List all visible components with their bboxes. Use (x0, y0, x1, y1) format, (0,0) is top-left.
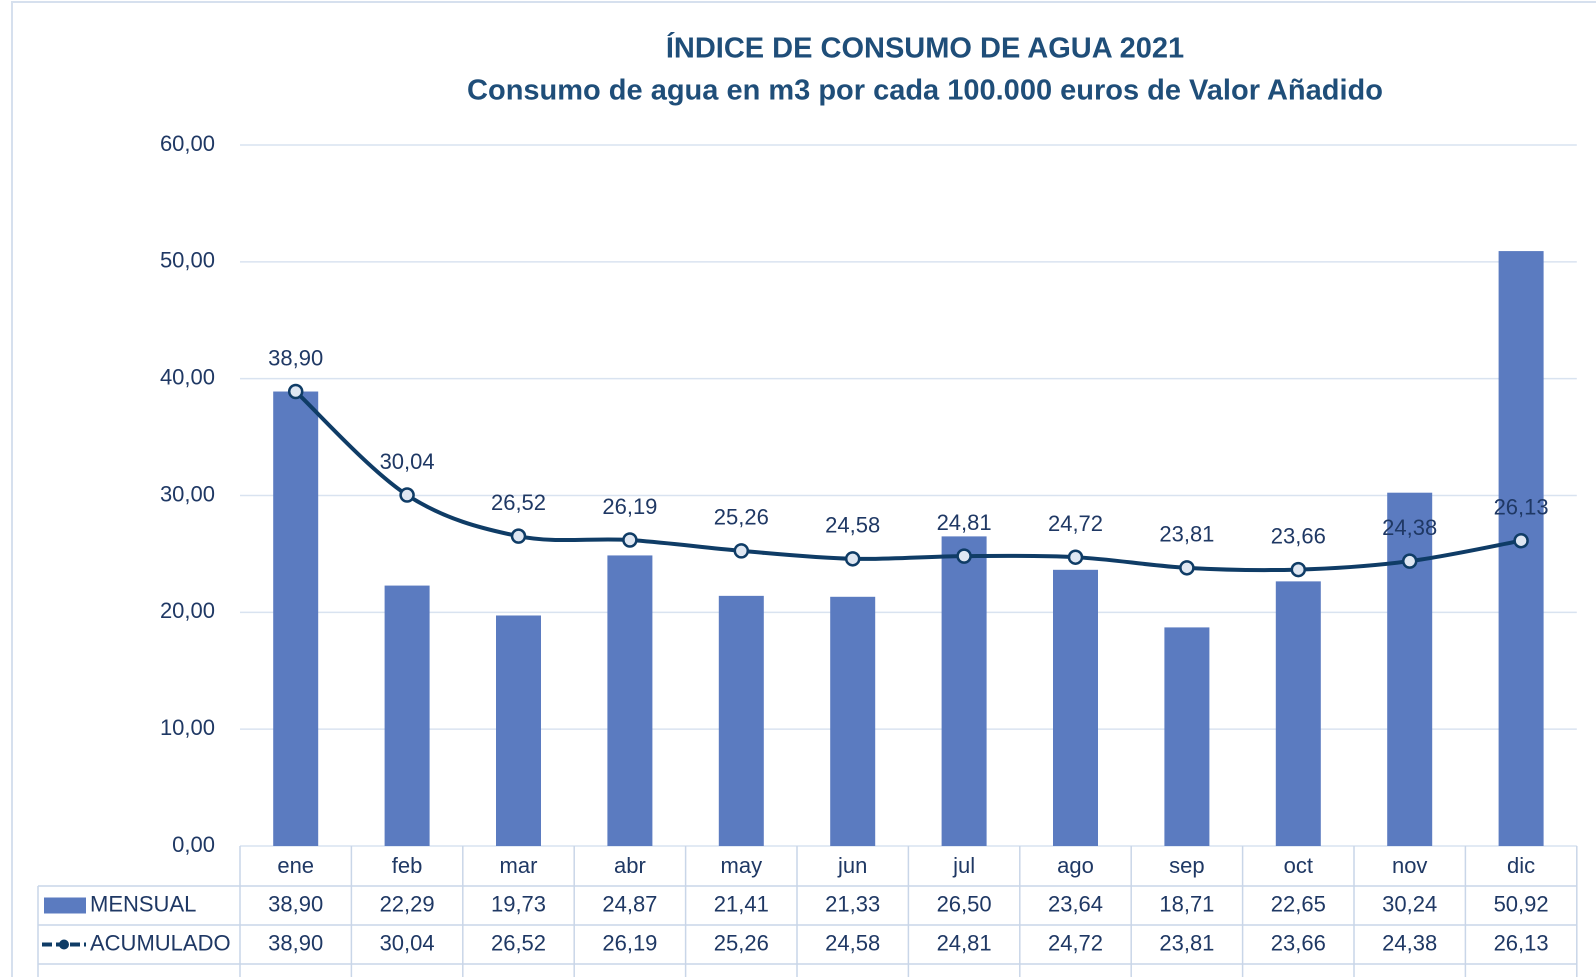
table-cell: 24,81 (937, 930, 992, 955)
table-cell: 23,66 (1271, 930, 1326, 955)
table-cell: 21,33 (825, 891, 880, 916)
x-tick-label: oct (1284, 853, 1313, 878)
bar (1387, 492, 1433, 846)
line-marker (622, 532, 638, 548)
table-cell: 22,65 (1271, 891, 1326, 916)
table-cell: 23,81 (1159, 930, 1214, 955)
data-label: 38,90 (268, 345, 323, 370)
table-cell: 18,71 (1159, 891, 1214, 916)
line-marker (1401, 553, 1418, 569)
x-tick-label: ago (1057, 853, 1094, 878)
line-marker (510, 528, 527, 544)
legend-label: MENSUAL (90, 891, 196, 916)
line-marker (1513, 532, 1529, 549)
bar (384, 585, 430, 846)
table-cell: 26,19 (602, 930, 657, 955)
table-cell: 30,04 (380, 930, 435, 955)
legend-label: ACUMULADO (90, 930, 231, 955)
data-label: 24,38 (1382, 515, 1437, 540)
y-tick-label: 20,00 (160, 598, 215, 623)
table-cell: 25,26 (714, 930, 769, 955)
table-cell: 24,38 (1382, 930, 1437, 955)
table-cell: 26,13 (1494, 930, 1549, 955)
table-cell: 38,90 (268, 891, 323, 916)
line-marker (956, 548, 972, 564)
bar (607, 555, 653, 846)
chart-subtitle: Consumo de agua en m3 por cada 100.000 e… (467, 75, 1383, 107)
bar (273, 391, 319, 846)
x-tick-label: jul (952, 853, 975, 878)
data-label: 24,72 (1048, 511, 1103, 536)
x-tick-label: abr (614, 853, 646, 878)
data-label: 26,52 (491, 490, 546, 515)
bar (830, 596, 876, 846)
table-cell: 30,24 (1382, 891, 1437, 916)
legend-swatch (44, 897, 86, 914)
table-cell: 50,92 (1494, 891, 1549, 916)
table-cell: 22,29 (380, 891, 435, 916)
data-label: 26,13 (1494, 495, 1549, 520)
line-marker (1179, 560, 1195, 576)
table-cell: 26,50 (937, 891, 992, 916)
table-cell: 21,41 (714, 891, 769, 916)
chart-title: ÍNDICE DE CONSUMO DE AGUA 2021 (666, 31, 1184, 65)
y-tick-label: 0,00 (172, 832, 215, 857)
y-tick-label: 50,00 (160, 248, 215, 273)
line-marker (733, 543, 750, 559)
table-cell: 19,73 (491, 891, 546, 916)
line-marker (844, 551, 861, 567)
x-tick-label: feb (392, 853, 423, 878)
data-label: 26,19 (602, 494, 657, 519)
bar (496, 615, 541, 846)
bar (1498, 251, 1544, 847)
table-cell: 26,52 (491, 930, 546, 955)
x-tick-label: sep (1169, 853, 1204, 878)
line-marker (1290, 561, 1307, 578)
legend-marker (59, 939, 69, 950)
x-tick-label: mar (500, 853, 538, 878)
y-tick-label: 30,00 (160, 481, 215, 506)
table-cell: 24,87 (602, 891, 657, 916)
x-tick-label: nov (1392, 853, 1427, 878)
bar (718, 595, 764, 846)
x-tick-label: dic (1507, 853, 1535, 878)
x-tick-label: ene (277, 853, 314, 878)
line-marker (399, 487, 415, 503)
line-marker (1067, 549, 1084, 565)
table-cell: 38,90 (268, 930, 323, 955)
bar (1053, 569, 1098, 846)
table-cell: 24,58 (825, 930, 880, 955)
data-label: 30,04 (380, 449, 435, 474)
bar (941, 536, 987, 846)
bar (1275, 581, 1321, 846)
bar (1164, 627, 1210, 846)
data-label: 25,26 (714, 505, 769, 530)
x-tick-label: jun (837, 853, 867, 878)
line-marker (287, 383, 304, 400)
data-label: 24,81 (937, 510, 992, 535)
data-label: 23,66 (1271, 523, 1326, 548)
line (294, 390, 1522, 573)
data-label: 23,81 (1159, 522, 1214, 547)
y-tick-label: 60,00 (160, 131, 215, 156)
x-tick-label: may (721, 853, 763, 878)
y-tick-label: 10,00 (160, 715, 215, 740)
table-cell: 24,72 (1048, 930, 1103, 955)
data-label: 24,58 (825, 513, 880, 538)
y-tick-label: 40,00 (160, 364, 215, 389)
table-cell: 23,64 (1048, 891, 1103, 916)
chart-border (11, 1, 1596, 977)
